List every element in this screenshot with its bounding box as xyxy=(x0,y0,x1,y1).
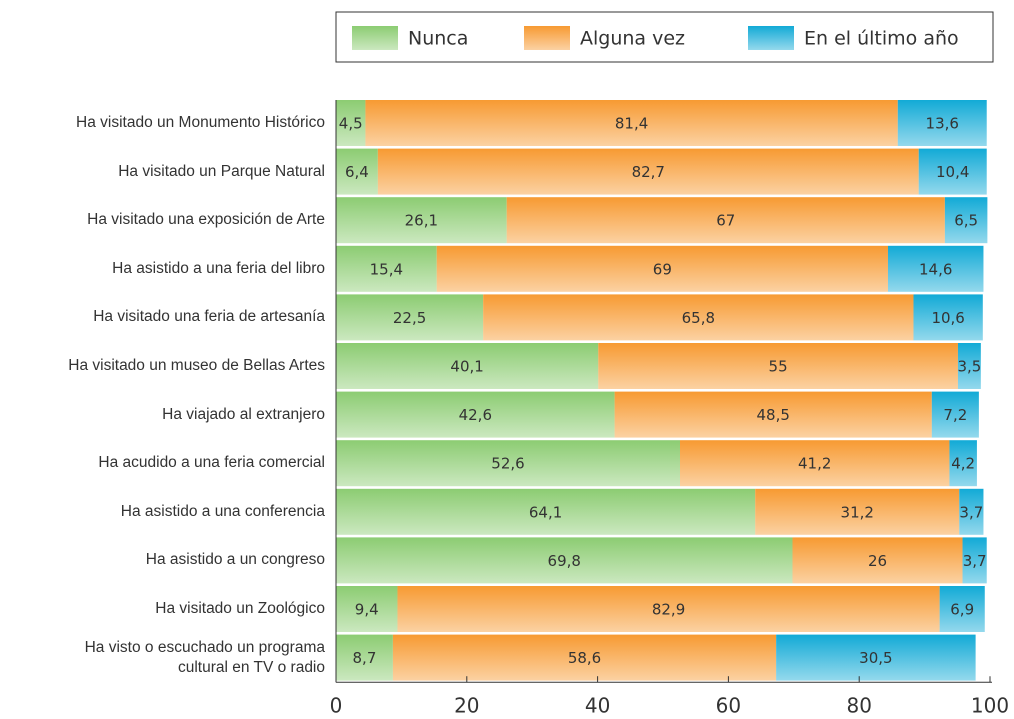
data-label: 4,2 xyxy=(951,455,975,473)
x-tick-label: 80 xyxy=(846,694,871,718)
data-label: 6,4 xyxy=(345,163,369,181)
category-label: Ha visitado un museo de Bellas Artes xyxy=(68,357,325,374)
bar-segment xyxy=(949,440,977,487)
data-label: 10,6 xyxy=(931,309,964,327)
data-label: 64,1 xyxy=(529,503,562,521)
data-label: 81,4 xyxy=(615,115,648,133)
data-label: 26 xyxy=(868,552,887,570)
data-label: 65,8 xyxy=(682,309,715,327)
bar-segment xyxy=(336,391,615,438)
bar-segment xyxy=(365,100,898,146)
bar-segment xyxy=(336,100,366,146)
category-label: Ha visitado un Monumento Histórico xyxy=(76,114,325,131)
bar-segment xyxy=(913,294,983,341)
x-tick-label: 20 xyxy=(454,694,479,718)
data-label: 69,8 xyxy=(548,552,581,570)
data-label: 10,4 xyxy=(936,163,969,181)
bar-segment xyxy=(397,586,940,632)
bar-segment xyxy=(918,148,987,195)
data-label: 3,5 xyxy=(957,358,981,376)
bar-segment xyxy=(336,148,378,195)
bar-segment xyxy=(336,197,507,244)
category-label: Ha visitado un Parque Natural xyxy=(118,162,325,180)
category-label: Ha asistido a una conferencia xyxy=(120,502,325,520)
data-label: 41,2 xyxy=(798,455,831,473)
category-label: Ha viajado al extranjero xyxy=(162,405,325,423)
bar-segment xyxy=(887,245,984,292)
data-label: 30,5 xyxy=(859,649,892,667)
bar-segment xyxy=(336,294,484,341)
bar-segment xyxy=(336,634,393,681)
bar-segment xyxy=(776,634,976,681)
data-label: 26,1 xyxy=(405,212,438,230)
data-label: 55 xyxy=(769,358,788,376)
bar-segment xyxy=(392,634,777,681)
bar-segment xyxy=(944,197,988,244)
bar-segment xyxy=(959,488,984,535)
x-tick-label: 60 xyxy=(716,694,741,718)
bar-segment xyxy=(957,343,981,389)
data-label: 3,7 xyxy=(959,503,983,521)
legend-box xyxy=(335,11,994,63)
bar-segment xyxy=(897,100,987,146)
data-label: 8,7 xyxy=(353,649,377,667)
bar-segment xyxy=(931,391,979,438)
data-label: 58,6 xyxy=(568,649,601,667)
bar-segment xyxy=(336,245,437,292)
data-label: 3,7 xyxy=(963,552,987,570)
data-label: 4,5 xyxy=(339,115,363,133)
data-label: 82,9 xyxy=(652,601,685,619)
x-tick-label: 0 xyxy=(330,694,343,718)
bar-segment xyxy=(939,586,985,632)
data-label: 7,2 xyxy=(943,406,967,424)
bar-segment xyxy=(598,343,958,389)
bar-segment xyxy=(336,537,793,584)
legend-swatch xyxy=(352,26,398,50)
bar-segment xyxy=(336,586,398,632)
data-label: 15,4 xyxy=(370,260,403,278)
data-label: 6,9 xyxy=(950,601,974,619)
data-label: 13,6 xyxy=(926,115,959,133)
data-label: 6,5 xyxy=(954,212,978,230)
data-label: 31,2 xyxy=(841,503,874,521)
bar-segment xyxy=(436,245,888,292)
category-label: Ha visto o escuchado un programa cultura… xyxy=(84,638,325,676)
bar-segment xyxy=(336,488,756,535)
bar-segment xyxy=(792,537,963,584)
data-label: 40,1 xyxy=(450,358,483,376)
legend-label: Nunca xyxy=(408,28,468,50)
bar-segment xyxy=(336,440,681,487)
data-label: 14,6 xyxy=(919,260,952,278)
bar-segment xyxy=(483,294,914,341)
data-label: 9,4 xyxy=(355,601,379,619)
data-label: 69 xyxy=(653,260,672,278)
bar-segment xyxy=(336,343,599,389)
bar-segment xyxy=(506,197,945,244)
data-label: 82,7 xyxy=(632,163,665,181)
bar-segment xyxy=(962,537,987,584)
data-label: 22,5 xyxy=(393,309,426,327)
data-label: 42,6 xyxy=(459,406,492,424)
legend-label: Alguna vez xyxy=(580,28,685,50)
data-label: 52,6 xyxy=(491,455,524,473)
bar-segment xyxy=(614,391,932,438)
legend-swatch xyxy=(524,26,570,50)
category-label: Ha visitado una feria de artesanía xyxy=(93,308,325,326)
bar-segment xyxy=(755,488,960,535)
data-label: 67 xyxy=(716,212,735,230)
bar-segment xyxy=(680,440,950,487)
category-label: Ha visitado una exposición de Arte xyxy=(87,211,325,229)
legend-swatch xyxy=(748,26,794,50)
category-label: Ha visitado un Zoológico xyxy=(155,600,325,617)
legend-label: En el último año xyxy=(804,28,959,50)
category-label: Ha asistido a una feria del libro xyxy=(112,259,325,277)
x-tick-label: 40 xyxy=(585,694,610,718)
category-label: Ha acudido a una feria comercial xyxy=(98,454,325,472)
bar-segment xyxy=(377,148,919,195)
category-label: Ha asistido a un congreso xyxy=(145,551,325,569)
x-tick-label: 100 xyxy=(971,694,1009,718)
data-label: 48,5 xyxy=(756,406,789,424)
